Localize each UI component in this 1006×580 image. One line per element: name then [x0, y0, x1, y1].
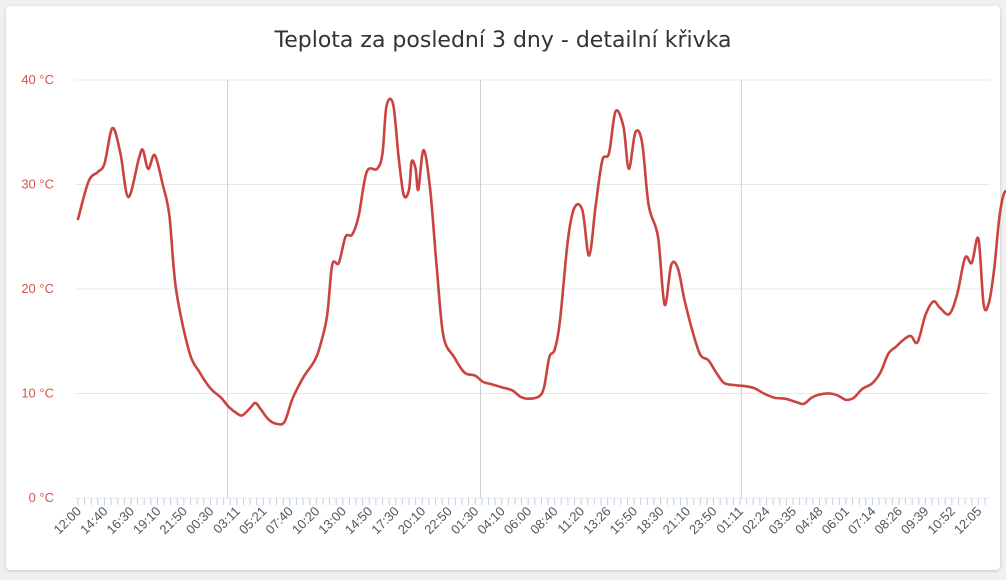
chart-title: Teplota za poslední 3 dny - detailní kři…	[274, 28, 732, 53]
x-tick-label: 05:21	[236, 504, 270, 538]
temperature-series-line	[76, 97, 1006, 426]
y-tick-label: 0 °C	[29, 490, 54, 505]
x-tick-label: 03:35	[766, 504, 800, 538]
x-tick-label: 21:50	[156, 504, 190, 538]
x-tick-label: 11:20	[554, 504, 587, 537]
x-tick-label: 10:20	[289, 504, 323, 538]
x-tick-label: 09:39	[898, 504, 932, 538]
x-tick-label: 07:40	[262, 504, 296, 538]
x-tick-label: 06:00	[501, 504, 535, 538]
x-tick-label: 13:00	[315, 504, 349, 538]
x-tick-label: 21:10	[660, 504, 694, 538]
y-tick-label: 30 °C	[21, 177, 54, 192]
x-tick-label: 23:50	[686, 504, 720, 538]
y-tick-label: 20 °C	[21, 281, 54, 296]
x-tick-label: 01:30	[448, 504, 482, 538]
x-tick-label: 13:26	[580, 504, 614, 538]
x-tick-label: 22:50	[421, 504, 455, 538]
x-tick-label: 02:24	[739, 504, 773, 538]
x-tick-label: 01:11	[713, 504, 746, 537]
chart-panel: Teplota za poslední 3 dny - detailní kři…	[6, 6, 1000, 570]
x-tick-label: 06:01	[818, 504, 852, 538]
y-tick-label: 10 °C	[21, 386, 54, 401]
x-tick-label: 00:30	[183, 504, 217, 538]
x-tick-label: 15:50	[607, 504, 641, 538]
x-tick-label: 07:14	[845, 504, 879, 538]
x-tick-label: 19:10	[130, 504, 164, 538]
x-tick-label: 10:52	[924, 504, 958, 538]
x-tick-label: 04:10	[474, 504, 508, 538]
x-tick-label: 03:11	[210, 504, 243, 537]
x-tick-label: 16:30	[103, 504, 137, 538]
x-tick-label: 12:05	[951, 504, 985, 538]
x-tick-label: 04:48	[792, 504, 826, 538]
x-tick-label: 08:40	[527, 504, 561, 538]
x-tick-label: 20:10	[395, 504, 429, 538]
x-tick-label: 14:50	[342, 504, 376, 538]
x-tick-label: 08:26	[871, 504, 905, 538]
x-tick-label: 12:00	[51, 504, 85, 538]
x-tick-label: 18:30	[633, 504, 667, 538]
x-tick-label: 17:30	[368, 504, 402, 538]
y-tick-label: 40 °C	[21, 72, 54, 87]
x-tick-label: 14:40	[77, 504, 111, 538]
